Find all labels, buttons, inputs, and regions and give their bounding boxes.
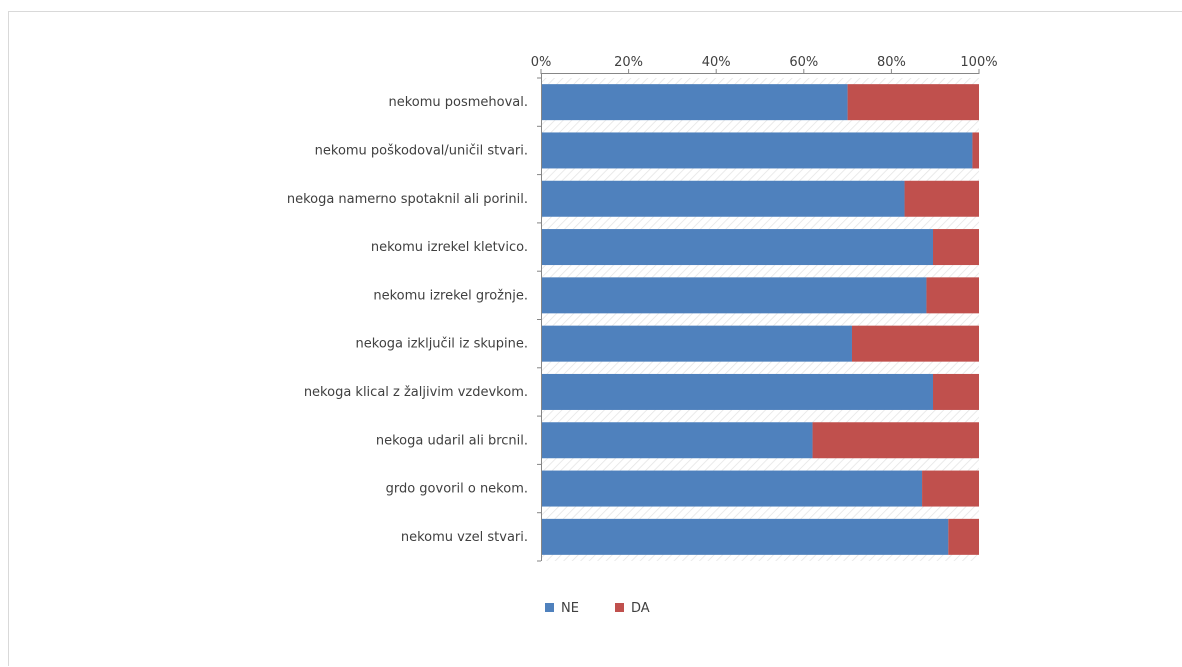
category-label: nekomu vzel stvari. bbox=[401, 530, 528, 545]
bar-ne-1 bbox=[541, 132, 973, 169]
x-tick-label: 100% bbox=[960, 55, 997, 70]
category-label: nekomu izrekel kletvico. bbox=[371, 240, 528, 255]
legend: NE DA bbox=[545, 601, 650, 616]
bar-ne-8 bbox=[541, 470, 923, 507]
bar-da-5 bbox=[851, 325, 979, 362]
stacked-bar-chart: nekomu posmehoval. nekomu poškodoval/unič… bbox=[287, 55, 998, 616]
bar-ne-2 bbox=[541, 180, 905, 217]
bar-da-9 bbox=[948, 518, 979, 555]
bar-da-4 bbox=[926, 277, 979, 314]
category-label: nekoga izključil iz skupine. bbox=[356, 337, 528, 352]
axes-group bbox=[537, 69, 980, 562]
x-tick-label: 80% bbox=[877, 55, 906, 70]
x-tick-label: 20% bbox=[614, 55, 643, 70]
tick-labels-group: 0% 20% 40% 60% 80% 100% bbox=[531, 55, 998, 70]
chart-frame: nekomu posmehoval. nekomu poškodoval/unič… bbox=[8, 11, 1182, 666]
bar-ne-0 bbox=[541, 84, 848, 121]
category-label: grdo govoril o nekom. bbox=[386, 482, 528, 497]
bar-da-3 bbox=[933, 229, 979, 266]
bar-da-8 bbox=[922, 470, 979, 507]
category-label: nekoga klical z žaljivim vzdevkom. bbox=[304, 385, 528, 400]
bar-da-0 bbox=[847, 84, 979, 121]
bar-ne-5 bbox=[541, 325, 852, 362]
legend-label-ne: NE bbox=[561, 601, 579, 616]
legend-swatch-ne bbox=[545, 603, 554, 612]
bar-ne-3 bbox=[541, 229, 934, 266]
category-labels-group: nekomu posmehoval. nekomu poškodoval/unič… bbox=[287, 95, 528, 545]
bar-ne-7 bbox=[541, 422, 813, 459]
x-tick-label: 40% bbox=[702, 55, 731, 70]
bar-da-1 bbox=[972, 132, 979, 169]
category-label: nekomu posmehoval. bbox=[388, 95, 528, 110]
bar-ne-9 bbox=[541, 518, 949, 555]
bar-da-2 bbox=[904, 180, 979, 217]
category-label: nekoga udaril ali brcnil. bbox=[376, 433, 528, 448]
bar-ne-4 bbox=[541, 277, 927, 314]
x-tick-label: 60% bbox=[789, 55, 818, 70]
legend-label-da: DA bbox=[631, 601, 650, 616]
bar-da-7 bbox=[812, 422, 979, 459]
category-label: nekoga namerno spotaknil ali porinil. bbox=[287, 192, 528, 207]
bar-ne-6 bbox=[541, 373, 934, 410]
bars-group bbox=[541, 84, 979, 555]
category-label: nekomu izrekel grožnje. bbox=[373, 288, 528, 303]
category-label: nekomu poškodoval/uničil stvari. bbox=[315, 143, 528, 158]
legend-swatch-da bbox=[615, 603, 624, 612]
bar-da-6 bbox=[933, 373, 979, 410]
x-tick-label: 0% bbox=[531, 55, 552, 70]
